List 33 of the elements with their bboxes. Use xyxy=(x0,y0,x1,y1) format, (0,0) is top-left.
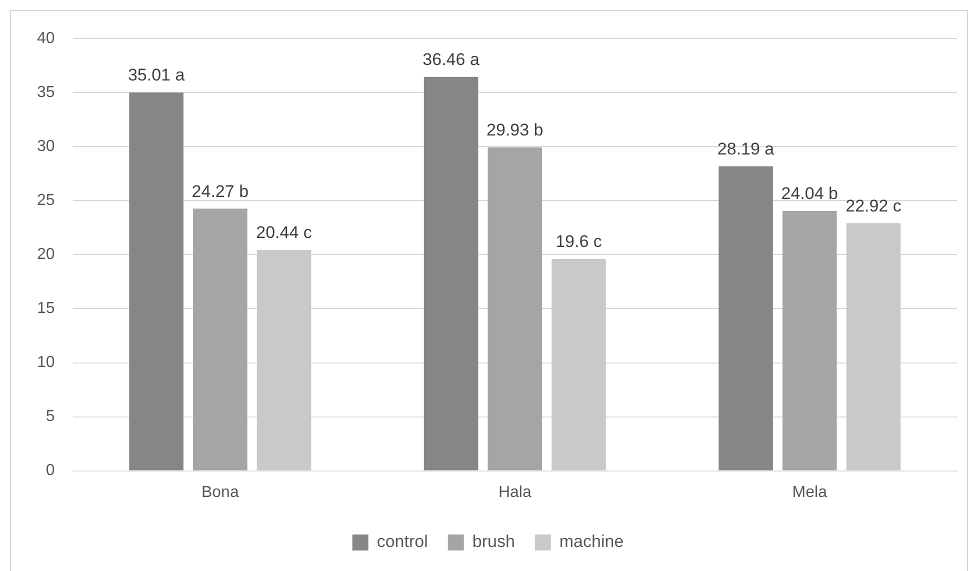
data-label: 22.92 c xyxy=(846,196,902,216)
y-tick-label: 15 xyxy=(37,300,55,318)
legend-label: control xyxy=(376,532,428,552)
bar xyxy=(782,211,837,470)
data-label: 19.6 c xyxy=(556,232,602,252)
x-tick-label: Mela xyxy=(792,484,828,501)
data-label: 20.44 c xyxy=(256,223,312,242)
bar xyxy=(846,223,901,470)
y-tick-label: 5 xyxy=(46,408,55,426)
bar xyxy=(552,259,606,470)
x-tick-label: Hala xyxy=(498,484,532,501)
y-tick-label: 20 xyxy=(37,246,55,264)
legend-label: brush xyxy=(472,532,515,552)
legend-label: machine xyxy=(559,532,624,552)
y-tick-label: 0 xyxy=(46,462,55,480)
y-tick-label: 10 xyxy=(37,354,55,372)
x-tick-label: Bona xyxy=(201,484,239,501)
data-label: 28.19 a xyxy=(717,139,775,158)
data-label: 24.04 b xyxy=(781,184,838,204)
data-label: 24.27 b xyxy=(192,182,249,201)
y-tick-label: 30 xyxy=(37,138,55,156)
bar xyxy=(256,250,312,470)
data-label: 35.01 a xyxy=(128,66,186,85)
y-tick-label: 35 xyxy=(37,84,55,102)
bar xyxy=(424,76,478,470)
bar xyxy=(129,92,184,470)
data-label: 36.46 a xyxy=(422,50,480,70)
data-label: 29.93 b xyxy=(486,120,544,140)
bar xyxy=(718,166,773,470)
y-tick-label: 40 xyxy=(37,30,55,48)
y-tick-label: 25 xyxy=(37,192,55,210)
bar xyxy=(488,147,542,470)
bar xyxy=(193,208,248,470)
